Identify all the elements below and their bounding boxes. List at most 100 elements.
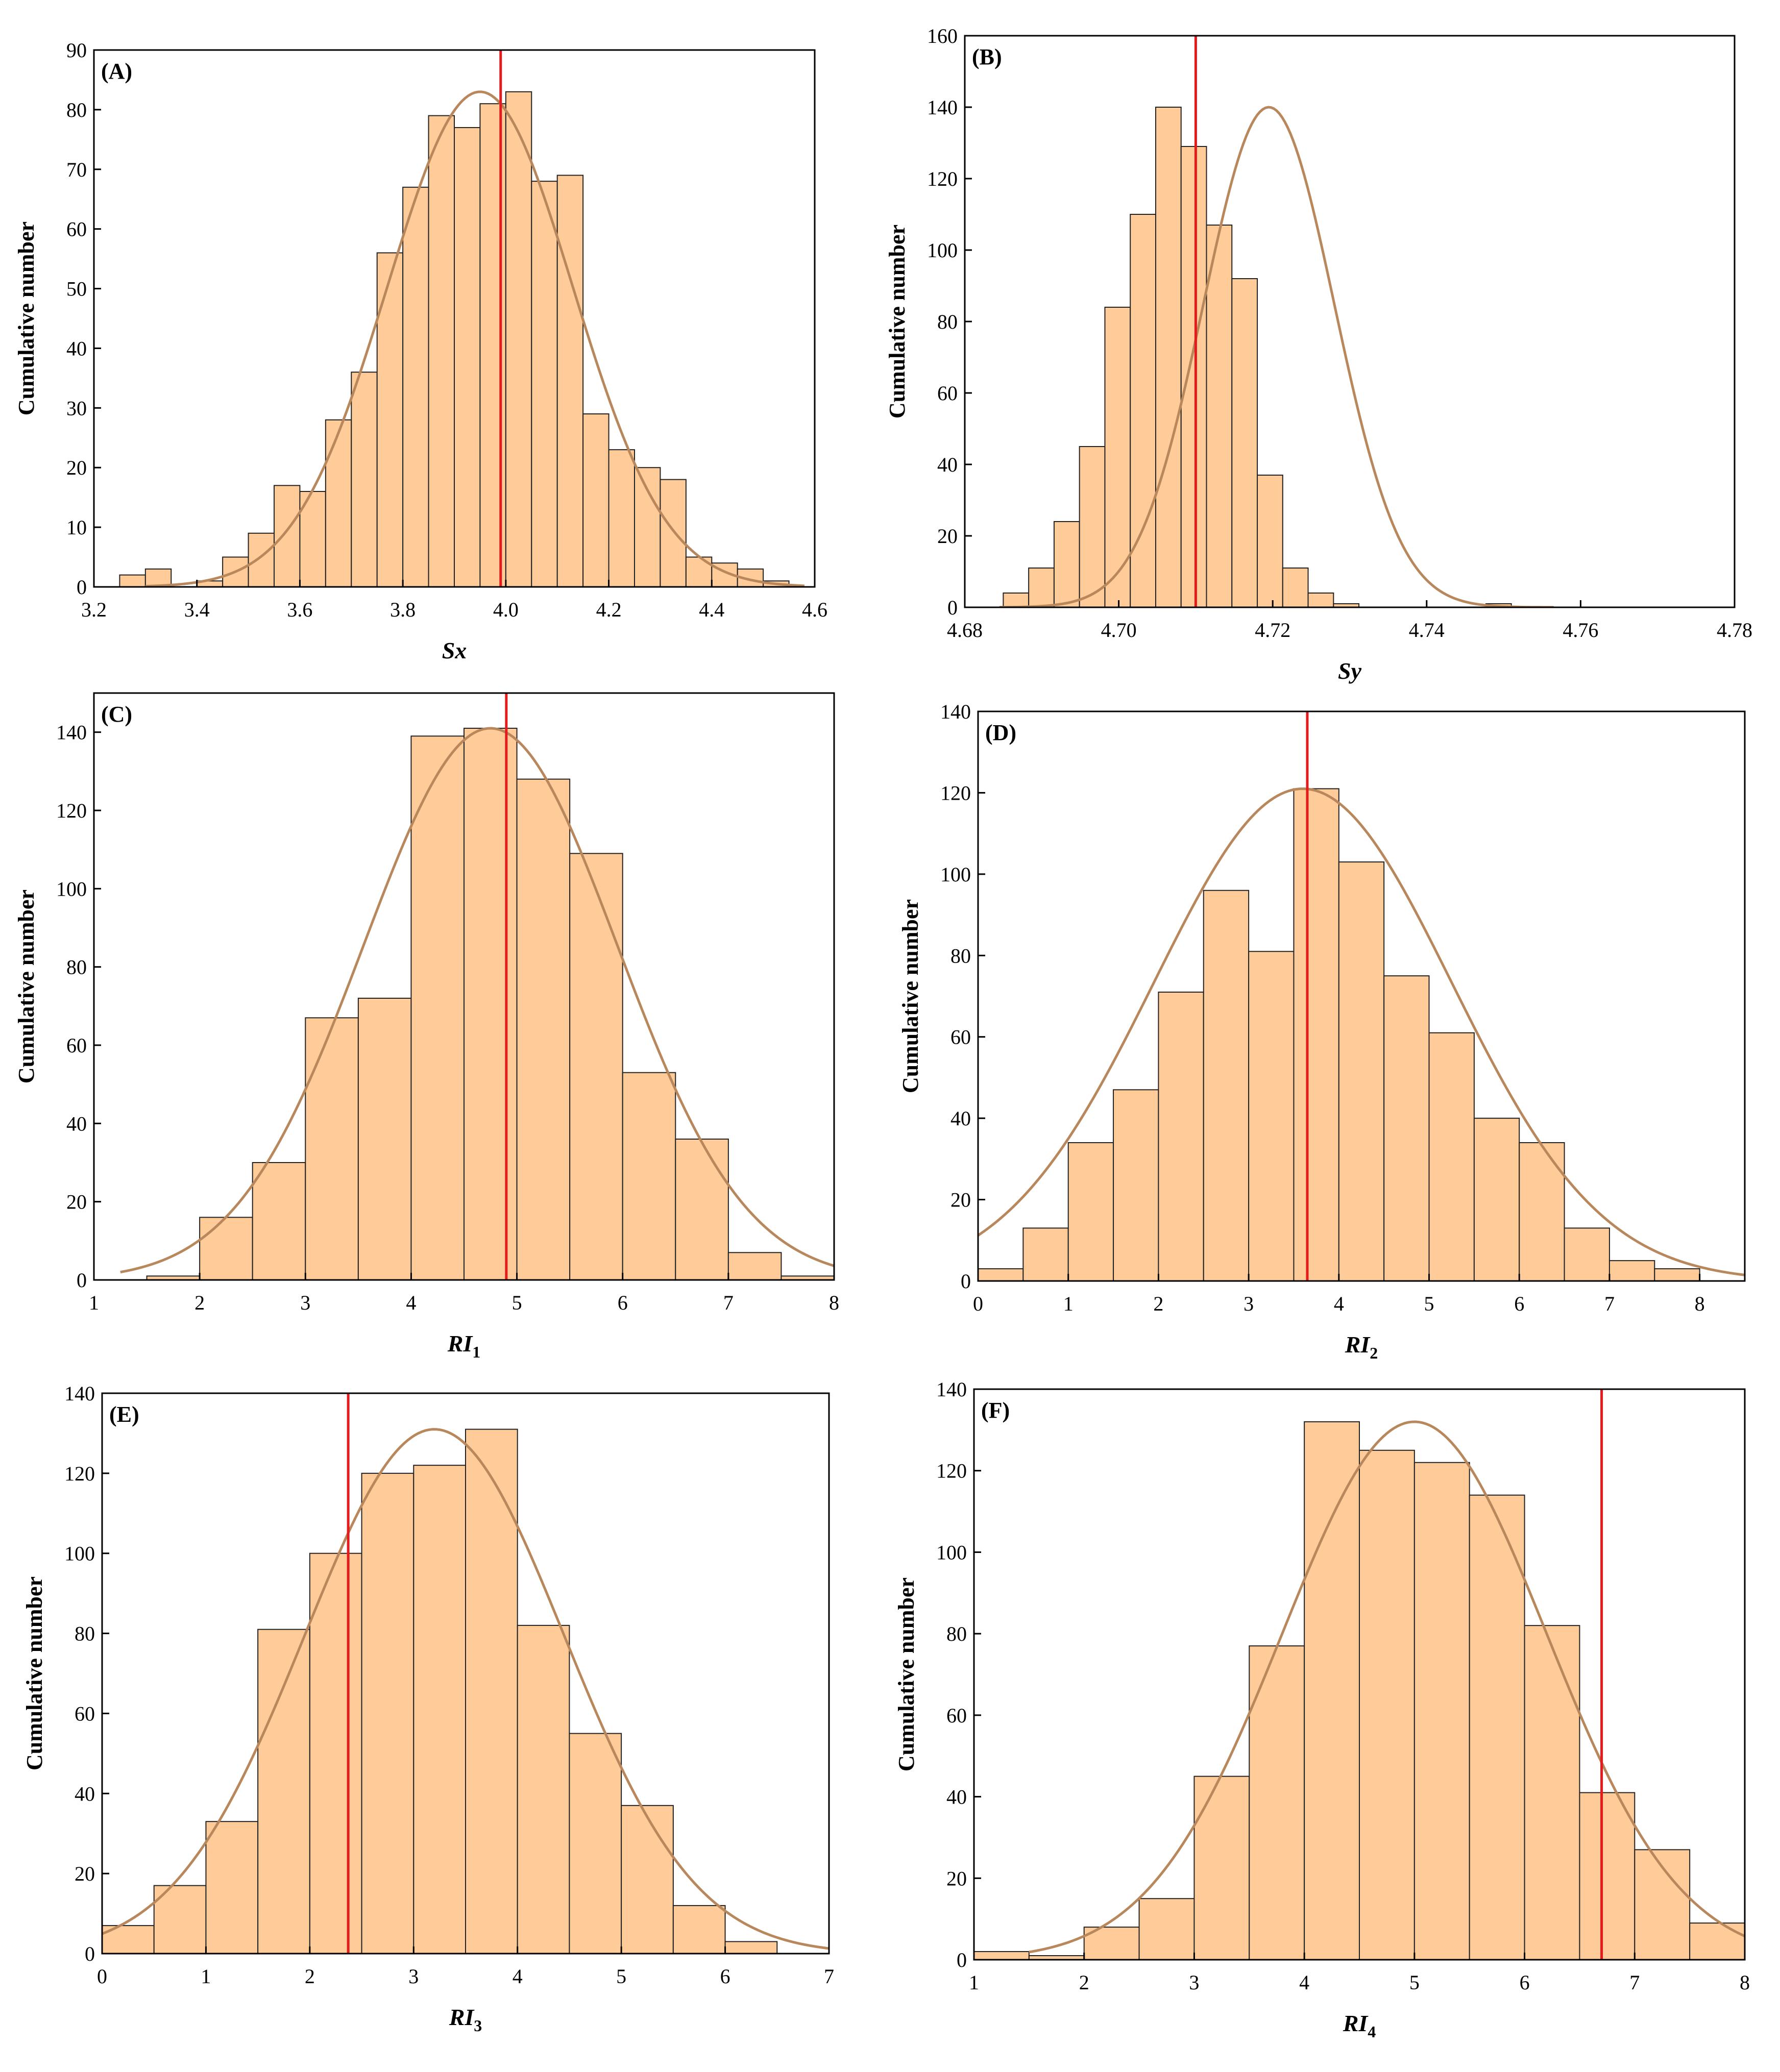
x-axis-label-main: Sx (442, 637, 467, 663)
y-tick-label: 80 (946, 1622, 967, 1645)
histogram-bar (1113, 1089, 1159, 1281)
x-tick-label: 1 (969, 1971, 979, 1994)
y-tick-label: 120 (927, 167, 958, 190)
x-axis-label-main: RI (447, 1330, 474, 1356)
plot-frame (977, 710, 1746, 1282)
y-tick-label: 80 (937, 310, 958, 333)
histogram-bar (413, 1465, 466, 1954)
y-tick-label: 20 (937, 525, 958, 548)
histogram-bar (582, 413, 609, 587)
y-tick-label: 140 (56, 721, 87, 744)
chart-panel-d: 0 1 2 3 4 5 6 7 8020406080100120140(D)Cumulative… (898, 700, 1746, 1362)
histogram-bar (357, 998, 412, 1280)
y-tick-label: 100 (936, 1541, 967, 1564)
histogram-bar (1028, 568, 1055, 607)
histogram-bar (608, 449, 635, 587)
x-tick-label: 4.6 (802, 598, 827, 621)
histogram-bar (1564, 1227, 1610, 1281)
x-tick-label: 1 (1063, 1292, 1074, 1315)
histogram-bar (252, 1162, 306, 1280)
y-tick-label: 120 (56, 799, 87, 822)
histogram-bar (1155, 107, 1182, 607)
histogram-bar (119, 574, 146, 587)
histogram-bar (410, 735, 465, 1280)
y-tick-label: 40 (946, 1786, 967, 1809)
x-axis-label: RI1 (447, 1330, 481, 1361)
histogram-bar (325, 419, 352, 587)
y-tick-label: 0 (957, 1948, 967, 1971)
x-axis-label-subscript: 3 (474, 2016, 482, 2035)
histogram-bar (464, 728, 518, 1280)
histogram-bar (1293, 788, 1339, 1281)
x-axis-label: Sy (1338, 658, 1362, 684)
y-tick-label: 60 (66, 218, 87, 241)
y-axis-label: Cumulative number (894, 1577, 919, 1771)
y-tick-label: 40 (75, 1782, 95, 1805)
histogram-bar (621, 1805, 674, 1954)
histogram-bar (1282, 568, 1309, 607)
y-axis-label: Cumulative number (14, 890, 39, 1083)
bars-group (978, 788, 1700, 1281)
x-tick-label: 4 (406, 1291, 416, 1314)
histogram-bar (309, 1552, 362, 1954)
x-tick-label: 5 (1424, 1292, 1434, 1315)
y-tick-label: 80 (66, 956, 87, 979)
panel-label: (A) (101, 59, 132, 84)
x-axis-label-main: RI (1345, 1331, 1371, 1358)
y-tick-label: 120 (940, 781, 971, 804)
chart-panel-c: 1 2 3 4 5 6 7 8020406080100120140(C)Cumulative … (14, 692, 839, 1361)
x-tick-label: 4.74 (1409, 619, 1445, 642)
x-tick-label: 5 (512, 1291, 522, 1314)
histogram-bar (974, 1951, 1030, 1960)
x-tick-label: 0 (97, 1965, 107, 1988)
histogram-bar (569, 1733, 622, 1954)
x-tick-label: 2 (1153, 1292, 1163, 1315)
x-tick-label: 4.68 (947, 619, 983, 642)
histogram-bar (1206, 225, 1233, 607)
histogram-bar (1428, 1032, 1475, 1281)
x-tick-label: 2 (1079, 1971, 1089, 1994)
histogram-bar (622, 1072, 676, 1280)
histogram-bar (402, 186, 429, 587)
histogram-bar (1193, 1775, 1250, 1960)
y-axis-label: Cumulative number (885, 225, 910, 418)
histogram-bar (1248, 951, 1295, 1281)
normal-fit-curve (1029, 1420, 1745, 1954)
histogram-bar (1383, 975, 1430, 1281)
y-tick-label: 20 (950, 1189, 971, 1212)
histogram-bar (675, 1139, 729, 1280)
bars-group (146, 728, 834, 1280)
histogram-bar (257, 1629, 310, 1954)
histogram-bar (556, 175, 584, 587)
x-axis-label-main: RI (1343, 2010, 1369, 2036)
histogram-bar (428, 115, 455, 587)
histogram-bar (1053, 521, 1080, 607)
histogram-bar (724, 1941, 778, 1954)
x-tick-label: 3.4 (184, 598, 210, 621)
x-tick-label: 2 (305, 1965, 315, 1988)
y-tick-label: 0 (85, 1942, 95, 1965)
histogram-bar (248, 532, 275, 587)
histogram-bar (1689, 1922, 1745, 1960)
x-axis-label-main: Sy (1338, 658, 1362, 684)
x-axis-label: RI2 (1345, 1331, 1378, 1362)
panel-label: (B) (972, 44, 1002, 69)
histogram-bar (1307, 593, 1334, 607)
histogram-bar (1130, 214, 1156, 607)
histogram-bar (1654, 1268, 1700, 1281)
y-tick-label: 20 (75, 1862, 95, 1885)
histogram-bar (516, 778, 571, 1280)
x-axis-label: Sx (442, 637, 467, 663)
y-tick-label: 30 (66, 397, 87, 420)
y-tick-label: 60 (950, 1026, 971, 1049)
x-tick-label: 4.72 (1255, 619, 1290, 642)
histogram-bar (1203, 890, 1250, 1281)
y-tick-label: 140 (64, 1382, 95, 1405)
histogram-bar (1231, 278, 1258, 607)
histogram-bar (978, 1268, 1024, 1281)
histogram-bar (1180, 146, 1207, 607)
normal-fit-curve (102, 1428, 829, 1950)
x-tick-label: 4.4 (699, 598, 724, 621)
histogram-bar (1333, 603, 1360, 607)
